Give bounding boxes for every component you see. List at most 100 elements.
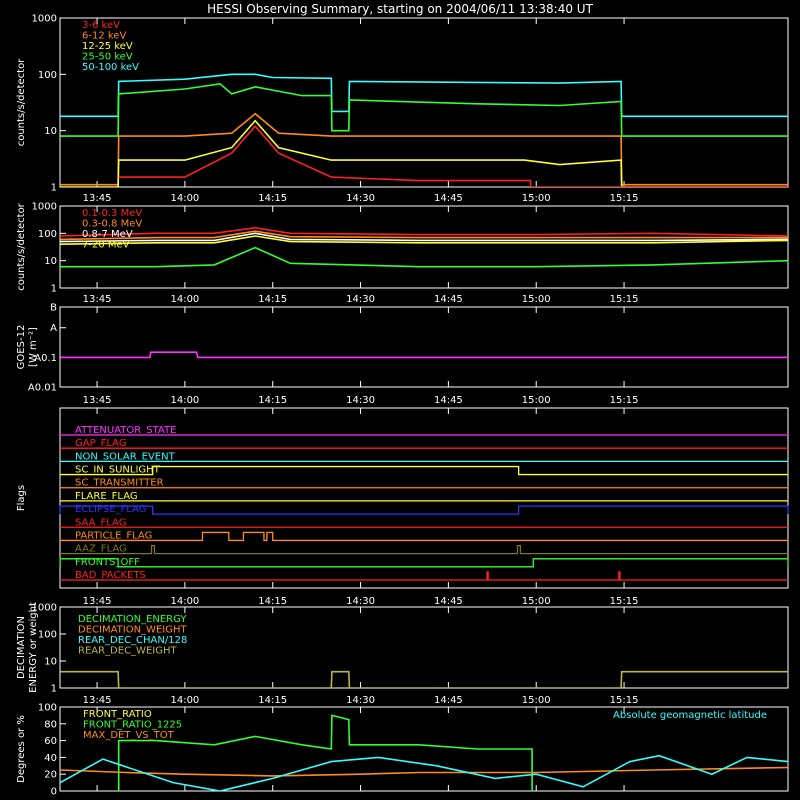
flag-line [60,544,788,555]
x-tick-label: 15:15 [610,695,639,706]
y-tick-label: 100 [38,703,57,714]
series-line-0 [60,297,788,301]
y-tick-label: 1000 [32,603,57,614]
y-axis-label: Degrees or % [16,715,27,783]
legend-entry: 3-6 keV [82,20,120,31]
x-tick-label: 13:45 [83,395,112,406]
series-line-2 [60,112,788,186]
y-tick-label: 80 [44,719,57,730]
y-axis-label-2: ENERGY or weight [28,602,39,693]
x-tick-label: 13:45 [83,596,112,607]
x-tick-label: 14:00 [170,596,199,607]
x-tick-label: 14:45 [434,395,463,406]
x-tick-label: 14:00 [170,695,199,706]
flag-label: AAZ_FLAG [75,544,127,555]
flag-label: SC_IN_SUNLIGHT [75,465,161,476]
x-tick-label: 14:30 [346,294,375,305]
series-line-1 [60,230,788,241]
flag-label: PARTICLE_FLAG [75,530,152,541]
series-line-0 [60,670,788,688]
panel-frame [59,17,789,188]
series-line-4 [118,124,788,187]
legend-entry: DECIMATION_WEIGHT [78,625,187,636]
flag-line [60,531,788,542]
legend-entry: 12-25 keV [82,41,133,52]
x-tick-label: 15:00 [522,695,551,706]
panel-counts-high: 13:45 14:00 14:15 14:30 14:45 15:00 15:15 1 10 10… [16,202,789,305]
flag-line [59,505,789,515]
panel-frame [59,706,789,792]
series-line-1 [60,766,788,777]
y-tick-label: 100 [38,630,57,641]
flag-label: ATTENUATOR_STATE [75,425,176,436]
panel-flags: 13:45 14:00 14:15 14:30 14:45 15:00 15:15 Flags… [16,407,789,607]
x-tick-label: 15:15 [610,294,639,305]
y-tick-label: 10 [44,256,57,267]
x-tick-label: 14:30 [346,695,375,706]
x-tick-label: 14:15 [258,395,287,406]
y-tick-label: 10 [44,126,57,137]
x-tick-label: 15:15 [610,193,639,204]
legend-entry: FRONT_RATIO [83,709,152,720]
x-tick-label: 14:30 [346,193,375,204]
legend-entry: 0.8-7 MeV [82,229,133,240]
panels-group: 13:45 14:00 14:15 14:30 14:45 15:00 15:1511010… [16,14,789,798]
series-line-3 [60,119,788,187]
y-tick-label: B [50,303,57,314]
y-tick-label: 1 [51,284,57,295]
y-axis-label: counts/s/detector [16,58,27,146]
series-line-4 [60,246,788,268]
x-tick-label: 15:00 [522,596,551,607]
y-axis-label: Flags [16,485,27,511]
legend-entry: MAX_DET_VS_TOT [83,730,175,741]
y-tick-label: 100 [38,70,57,81]
legend-entry: DECIMATION_ENERGY [78,614,187,625]
flag-label: SC_TRANSMITTER [75,478,164,489]
y-tick-label: 1000 [32,202,57,213]
y-tick-label: 1000 [32,14,57,25]
flag-label: BAD_PACKETS [75,570,146,581]
series-line-0 [60,73,788,118]
panel-ratios: 0 20 40 60 80 100 Degrees or % FRONT_RATIOFRONT… [16,703,789,798]
series-line-1 [60,351,788,359]
x-tick-label: 13:45 [83,695,112,706]
y-tick-label: 1 [51,684,57,695]
y-tick-label: 40 [44,753,57,764]
x-tick-label: 14:30 [346,596,375,607]
y-tick-label: 0 [51,787,57,798]
legend-entry: 6-12 keV [82,31,126,42]
y-tick-label: A [50,323,57,334]
flag-line [60,465,788,476]
series-line-3 [60,235,788,245]
series-line-2 [60,232,788,243]
flag-line [59,558,789,568]
x-tick-label: 14:45 [434,596,463,607]
legend-entry: 25-50 keV [82,52,133,63]
x-tick-label: 14:00 [170,395,199,406]
x-tick-label: 14:15 [258,294,287,305]
series-line-2 [60,754,788,791]
y-tick-label: A0.01 [28,383,57,394]
x-tick-label: 13:45 [83,294,112,305]
y-tick-label: 60 [44,736,57,747]
x-tick-label: 14:00 [170,294,199,305]
panel-frame [59,306,789,388]
chart-title: HESSI Observing Summary, starting on 200… [207,2,593,16]
y-tick-label: A0.1 [34,353,57,364]
annotation-label: Absolute geomagnetic latitude [613,710,767,721]
legend-entry: REAR_DEC_CHAN/128 [78,635,187,646]
x-tick-label: 14:45 [434,294,463,305]
flag-label: GAP_FLAG [75,438,127,449]
legend-entry: FRONT_RATIO_1225 [83,720,182,731]
series-line-1 [60,82,788,137]
x-tick-label: 14:30 [346,395,375,406]
x-tick-label: 15:00 [522,193,551,204]
flag-line [60,571,788,581]
legend-entry: 7-20 MeV [82,240,130,251]
y-tick-label: 10 [44,657,57,668]
y-axis-label: counts/s/detector [16,202,27,290]
x-tick-label: 14:15 [258,193,287,204]
panel-frame [59,205,789,289]
y-tick-label: 100 [38,229,57,240]
x-tick-label: 14:00 [170,193,199,204]
